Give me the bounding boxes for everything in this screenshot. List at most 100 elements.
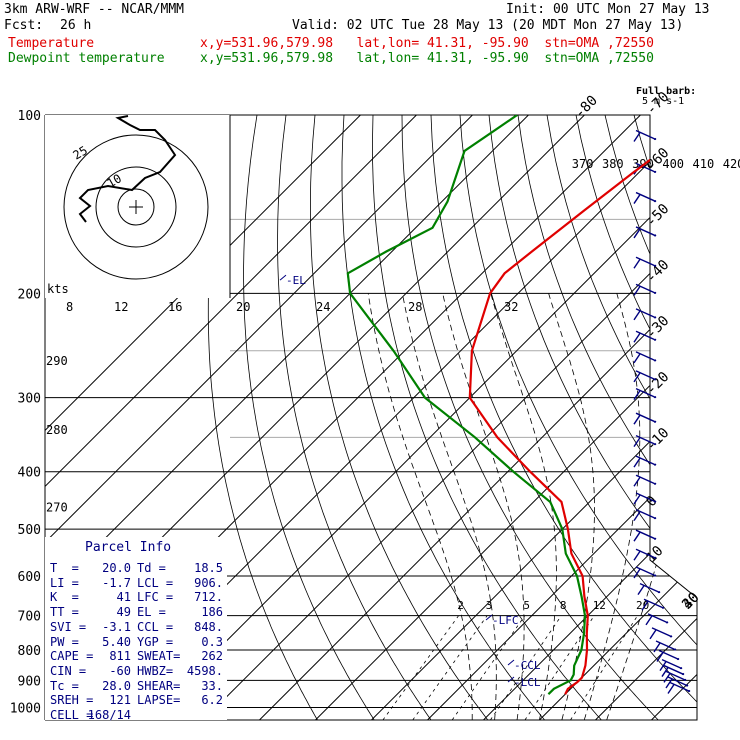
parcel-row-value: 20.0 xyxy=(102,561,131,575)
wind-barb xyxy=(633,132,641,142)
level-marker-tick xyxy=(507,676,515,683)
parcel-row-label: Td = xyxy=(137,561,166,575)
moist-adiabat xyxy=(490,293,557,720)
mixing-ratio-label: 20 xyxy=(636,599,649,612)
wind-barb xyxy=(635,256,657,267)
dry-adiabat xyxy=(459,115,697,720)
wind-barb xyxy=(641,600,649,611)
parcel-row-label: HWBZ= xyxy=(137,663,174,678)
hodograph-speed-label: 32 xyxy=(504,300,518,314)
parcel-row-value: -60 xyxy=(109,663,131,678)
parcel-row-value: 0.3 xyxy=(201,634,223,649)
wind-barb xyxy=(655,640,677,651)
isotherm-line xyxy=(45,115,529,720)
isotherm-line xyxy=(203,115,697,720)
dry-adiabat xyxy=(207,115,318,720)
wind-barb xyxy=(635,226,657,237)
wind-barb xyxy=(658,649,680,661)
dry-adiabat xyxy=(341,115,545,720)
parcel-row-value: 6.2 xyxy=(201,693,223,708)
mixing-ratio-line xyxy=(570,615,638,720)
theta-label: 410 xyxy=(693,157,715,171)
wind-barb xyxy=(651,627,673,638)
wind-barb xyxy=(635,492,657,503)
hodograph-ring xyxy=(63,134,209,280)
temperature-line xyxy=(468,115,697,695)
wind-barb xyxy=(633,310,641,321)
wind-legend-label: Full barb: xyxy=(636,86,696,97)
parcel-row-label: LI = xyxy=(50,575,79,590)
level-lcl-label: -LCL xyxy=(514,676,541,689)
isotherm-label: -10 xyxy=(643,425,672,454)
level-marker-tick xyxy=(485,614,493,621)
parcel-row-label: CIN = xyxy=(50,663,87,678)
wind-barb xyxy=(635,308,657,319)
parcel-row-value: 712. xyxy=(194,590,223,605)
hodograph-speed-label: 24 xyxy=(316,300,330,314)
moist-adiabat xyxy=(548,293,595,720)
wind-barb xyxy=(633,531,641,542)
dry-adiabat xyxy=(721,115,740,720)
parcel-row-label: CAPE = xyxy=(50,649,94,664)
mixing-ratio-line xyxy=(412,615,488,720)
isotherm-line xyxy=(483,115,697,720)
moist-adiabat xyxy=(367,293,473,720)
hodograph-ring xyxy=(117,188,155,226)
dry-adiabat xyxy=(691,115,697,720)
hodograph-trace xyxy=(78,115,177,223)
pressure-label: 900 xyxy=(18,674,41,689)
wind-legend-units: 5 m s-1 xyxy=(642,96,684,107)
wind-barb xyxy=(665,678,673,689)
valid-time: Valid: 02 UTC Tue 28 May 13 (20 MDT Mon … xyxy=(292,18,684,33)
forecast-hour: 26 h xyxy=(60,18,92,33)
wind-barb xyxy=(635,474,657,485)
dry-adiabat xyxy=(517,115,697,720)
wind-barb xyxy=(635,455,657,466)
wind-barb xyxy=(639,582,661,594)
parcel-row-label: K = xyxy=(50,590,79,605)
parcel-row-label: CCL = xyxy=(137,619,174,634)
parcel-row-label: PW = xyxy=(50,634,79,649)
theta-label: 380 xyxy=(602,157,624,171)
isotherm-label: -50 xyxy=(643,201,672,230)
parcel-row-value: 41 xyxy=(116,590,131,605)
moist-adiabat xyxy=(583,293,641,720)
parcel-row-value: -3.1 xyxy=(102,619,131,634)
parcel-row-label: T = xyxy=(50,561,79,575)
mixing-ratio-label: 8 xyxy=(560,599,567,612)
temperature-station-info: x,y=531.96,579.98 lat,lon= 41.31, -95.90… xyxy=(200,36,654,51)
dry-adiabat xyxy=(243,115,375,720)
wind-barb xyxy=(635,508,657,520)
wind-barb xyxy=(661,659,683,670)
wind-barb xyxy=(635,129,657,141)
wind-barb xyxy=(635,566,657,577)
parcel-row-label: SVI = xyxy=(50,619,87,634)
wind-barb xyxy=(633,511,641,521)
wind-barb xyxy=(635,529,657,540)
pressure-label: 300 xyxy=(18,392,41,407)
dry-adiabat xyxy=(277,115,432,720)
dry-adiabat xyxy=(310,115,489,720)
wind-barb xyxy=(633,194,641,204)
isotherm-line xyxy=(371,115,697,720)
pressure-label: 1000 xyxy=(10,701,41,716)
level-marker-tick xyxy=(279,274,287,281)
wind-barb xyxy=(633,353,641,364)
mixing-ratio-line xyxy=(451,615,526,720)
parcel-row-value: 906. xyxy=(194,575,223,590)
init-time: Init: 00 UTC Mon 27 May 13 xyxy=(506,2,710,17)
wind-barb xyxy=(669,681,691,693)
dry-adiabat xyxy=(546,115,697,720)
parcel-row-value: -1.7 xyxy=(102,575,131,590)
parcel-info-title: Parcel Info xyxy=(85,540,172,555)
theta-label: 420 xyxy=(723,157,740,171)
parcel-row-value: 262 xyxy=(201,649,223,664)
wind-barb xyxy=(663,664,685,676)
level-marker-tick xyxy=(507,659,515,666)
pressure-label: 600 xyxy=(18,570,41,585)
parcel-row-value: 18.5 xyxy=(194,561,223,575)
level-lfc-label: -LFC xyxy=(492,614,519,627)
wind-barb xyxy=(633,414,641,425)
wind-barb xyxy=(635,283,657,294)
wind-barb xyxy=(633,258,641,269)
